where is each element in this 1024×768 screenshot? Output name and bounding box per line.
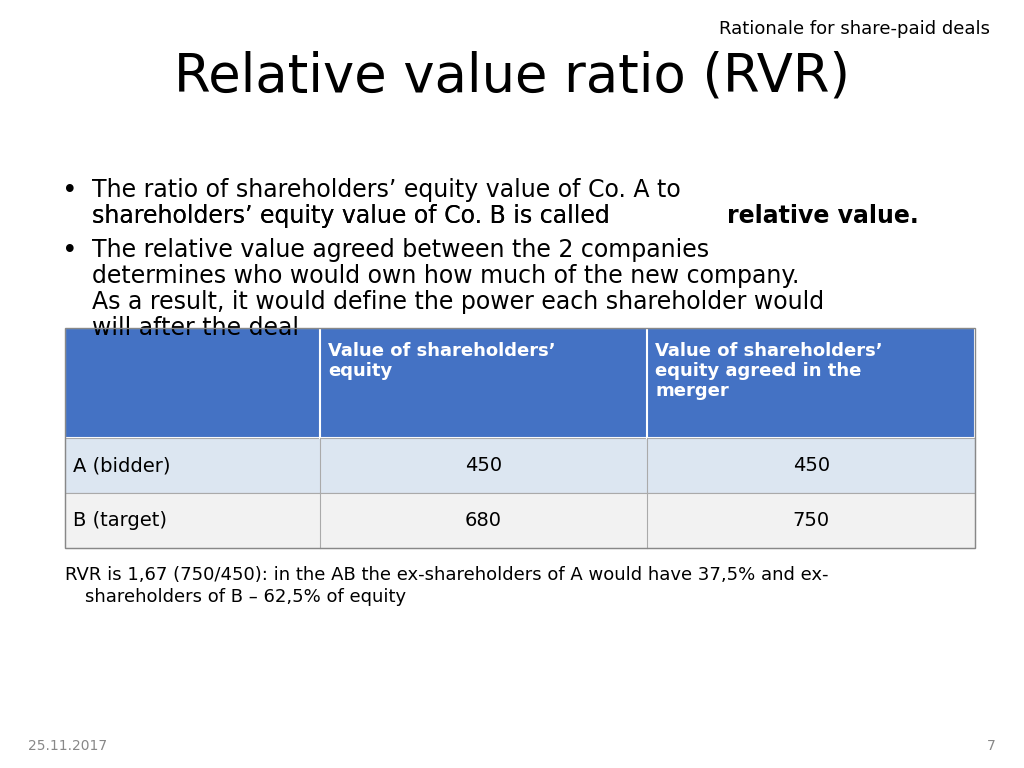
Text: 7: 7 — [987, 739, 996, 753]
Text: Value of shareholders’: Value of shareholders’ — [328, 342, 555, 360]
Text: merger: merger — [655, 382, 729, 400]
Text: RVR is 1,67 (750/450): in the AB the ex-shareholders of A would have 37,5% and e: RVR is 1,67 (750/450): in the AB the ex-… — [65, 566, 828, 584]
Text: relative value.: relative value. — [727, 204, 919, 228]
Text: 450: 450 — [465, 456, 502, 475]
Text: 25.11.2017: 25.11.2017 — [28, 739, 108, 753]
Text: shareholders’ equity value of Co. B is called: shareholders’ equity value of Co. B is c… — [92, 204, 617, 228]
Bar — [65, 328, 975, 548]
Text: 450: 450 — [793, 456, 829, 475]
Text: shareholders of B – 62,5% of equity: shareholders of B – 62,5% of equity — [85, 588, 407, 606]
Text: Rationale for share-paid deals: Rationale for share-paid deals — [719, 20, 990, 38]
Bar — [65, 328, 975, 438]
Text: •: • — [62, 238, 78, 264]
Bar — [65, 438, 975, 493]
Text: Value of shareholders’: Value of shareholders’ — [655, 342, 883, 360]
Bar — [65, 493, 975, 548]
Text: A (bidder): A (bidder) — [73, 456, 171, 475]
Text: equity: equity — [328, 362, 392, 380]
Text: As a result, it would define the power each shareholder would: As a result, it would define the power e… — [92, 290, 824, 314]
Text: Relative value ratio (RVR): Relative value ratio (RVR) — [174, 50, 850, 102]
Text: 680: 680 — [465, 511, 502, 530]
Text: will after the deal: will after the deal — [92, 316, 299, 340]
Text: •: • — [62, 178, 78, 204]
Text: B (target): B (target) — [73, 511, 167, 530]
Text: 750: 750 — [793, 511, 829, 530]
Text: The ratio of shareholders’ equity value of Co. A to: The ratio of shareholders’ equity value … — [92, 178, 681, 202]
Text: equity agreed in the: equity agreed in the — [655, 362, 862, 380]
Text: shareholders’ equity value of Co. B is called: shareholders’ equity value of Co. B is c… — [92, 204, 617, 228]
Text: determines who would own how much of the new company.: determines who would own how much of the… — [92, 264, 800, 288]
Text: The relative value agreed between the 2 companies: The relative value agreed between the 2 … — [92, 238, 710, 262]
